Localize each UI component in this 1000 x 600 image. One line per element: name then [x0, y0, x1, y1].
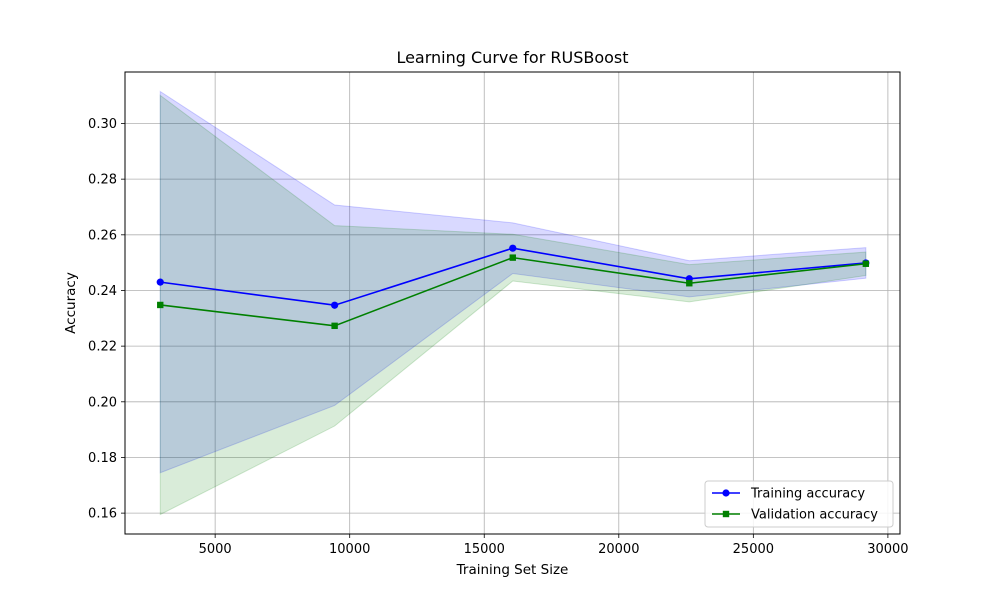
data-point: [862, 260, 870, 267]
legend-label: Validation accuracy: [751, 508, 878, 523]
data-point: [157, 301, 164, 309]
y-tick-label: 0.16: [88, 507, 117, 522]
y-tick-label: 0.24: [88, 284, 117, 299]
x-tick-label: 5000: [199, 542, 232, 557]
legend-marker: [722, 489, 730, 497]
y-tick-label: 0.18: [88, 451, 117, 466]
x-axis-ticks: 5000 10000 15000 20000 25000 30000: [199, 534, 909, 557]
y-tick-label: 0.26: [88, 228, 117, 243]
data-point: [331, 301, 339, 309]
legend: Training accuracy Validation accuracy: [704, 480, 894, 528]
legend-box: [704, 480, 894, 528]
x-tick-label: 25000: [733, 542, 774, 557]
confidence-band-0: [159, 90, 867, 474]
x-tick-label: 10000: [329, 542, 370, 557]
y-axis-label: Accuracy: [63, 272, 79, 334]
x-tick-label: 30000: [867, 542, 908, 557]
plot-frame: [124, 71, 901, 535]
data-point: [509, 254, 516, 261]
confidence-band-1: [159, 94, 867, 516]
data-point: [331, 322, 338, 330]
series-markers: [156, 244, 870, 330]
y-axis-ticks: 0.16 0.18 0.20 0.22 0.24 0.26 0.28 0.30: [88, 117, 125, 522]
data-point: [156, 278, 164, 286]
y-tick-label: 0.22: [88, 340, 117, 355]
y-tick-label: 0.20: [88, 395, 117, 410]
legend-marker: [722, 510, 730, 518]
x-tick-label: 15000: [464, 542, 505, 557]
data-point: [509, 244, 517, 252]
data-point: [686, 280, 693, 287]
y-tick-label: 0.30: [88, 117, 117, 132]
x-axis-label: Training Set Size: [456, 562, 569, 578]
legend-label: Training accuracy: [750, 487, 865, 502]
y-tick-label: 0.28: [88, 173, 117, 188]
chart-title: Learning Curve for RUSBoost: [396, 48, 628, 67]
x-tick-label: 20000: [598, 542, 639, 557]
plot-area-background: [125, 72, 900, 534]
confidence-bands: [159, 90, 867, 516]
